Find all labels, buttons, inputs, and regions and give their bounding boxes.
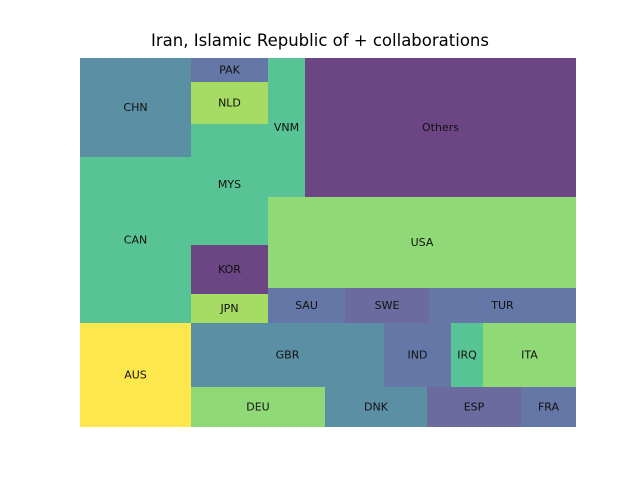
treemap-label-ita: ITA — [521, 349, 538, 362]
treemap-rect-chn — [80, 58, 191, 157]
treemap-cell-aus: AUS — [80, 323, 191, 427]
treemap-cell-dnk: DNK — [325, 387, 427, 427]
treemap-cell-usa: USA — [268, 197, 576, 288]
treemap-label-sau: SAU — [295, 299, 318, 312]
treemap-rect-sau — [268, 288, 345, 323]
treemap-label-aus: AUS — [124, 369, 147, 382]
treemap-label-tur: TUR — [490, 299, 514, 312]
treemap-rect-deu — [191, 387, 325, 427]
treemap-rect-esp — [427, 387, 521, 427]
treemap-rect-tur — [429, 288, 576, 323]
treemap-cell-irq: IRQ — [451, 323, 483, 387]
treemap-label-chn: CHN — [123, 101, 147, 114]
treemap-rect-fra — [521, 387, 576, 427]
treemap-label-jpn: JPN — [219, 302, 238, 315]
treemap-rect-aus — [80, 323, 191, 427]
treemap-cell-vnm: VNM — [268, 58, 305, 197]
treemap-cell-nld: NLD — [191, 82, 268, 124]
treemap-label-fra: FRA — [538, 401, 560, 414]
treemap-rect-irq — [451, 323, 483, 387]
treemap-rect-jpn — [191, 294, 268, 323]
treemap-cell-fra: FRA — [521, 387, 576, 427]
treemap-cell-can: CAN — [80, 157, 191, 323]
treemap-cell-sau: SAU — [268, 288, 345, 323]
treemap-label-others: Others — [422, 121, 459, 134]
treemap-rect-ita — [483, 323, 576, 387]
treemap-rect-nld — [191, 82, 268, 124]
treemap-cell-deu: DEU — [191, 387, 325, 427]
treemap-label-dnk: DNK — [364, 401, 389, 414]
treemap-rect-vnm — [268, 58, 305, 197]
treemap-cell-mys: MYS — [191, 124, 268, 245]
treemap-rect-ind — [384, 323, 451, 387]
treemap-rect-can — [80, 157, 191, 323]
treemap-rect-gbr — [191, 323, 384, 387]
treemap-rect-usa — [268, 197, 576, 288]
treemap-label-irq: IRQ — [457, 349, 477, 362]
chart-title: Iran, Islamic Republic of + collaboratio… — [151, 31, 489, 50]
treemap-rect-kor — [191, 245, 268, 294]
treemap-label-gbr: GBR — [276, 349, 300, 362]
treemap-label-swe: SWE — [375, 299, 400, 312]
treemap-label-mys: MYS — [218, 178, 241, 191]
treemap-label-pak: PAK — [219, 64, 240, 77]
treemap-cell-chn: CHN — [80, 58, 191, 157]
treemap-cell-pak: PAK — [191, 58, 268, 82]
treemap-cell-ita: ITA — [483, 323, 576, 387]
treemap-cell-tur: TUR — [429, 288, 576, 323]
treemap-label-kor: KOR — [218, 263, 241, 276]
treemap-label-deu: DEU — [246, 401, 269, 414]
treemap-cell-gbr: GBR — [191, 323, 384, 387]
treemap-label-esp: ESP — [464, 401, 485, 414]
treemap-rect-pak — [191, 58, 268, 82]
treemap-rect-dnk — [325, 387, 427, 427]
treemap-cell-swe: SWE — [345, 288, 429, 323]
treemap-cell-esp: ESP — [427, 387, 521, 427]
treemap-label-usa: USA — [411, 236, 434, 249]
treemap-rect-swe — [345, 288, 429, 323]
treemap-label-nld: NLD — [218, 97, 241, 110]
treemap-cell-kor: KOR — [191, 245, 268, 294]
treemap-cell-jpn: JPN — [191, 294, 268, 323]
treemap-label-can: CAN — [124, 234, 147, 247]
treemap-rect-others — [305, 58, 576, 197]
treemap-label-ind: IND — [408, 349, 428, 362]
treemap-cell-ind: IND — [384, 323, 451, 387]
treemap-cell-others: Others — [305, 58, 576, 197]
treemap-rect-mys — [191, 124, 268, 245]
treemap-label-vnm: VNM — [274, 121, 299, 134]
